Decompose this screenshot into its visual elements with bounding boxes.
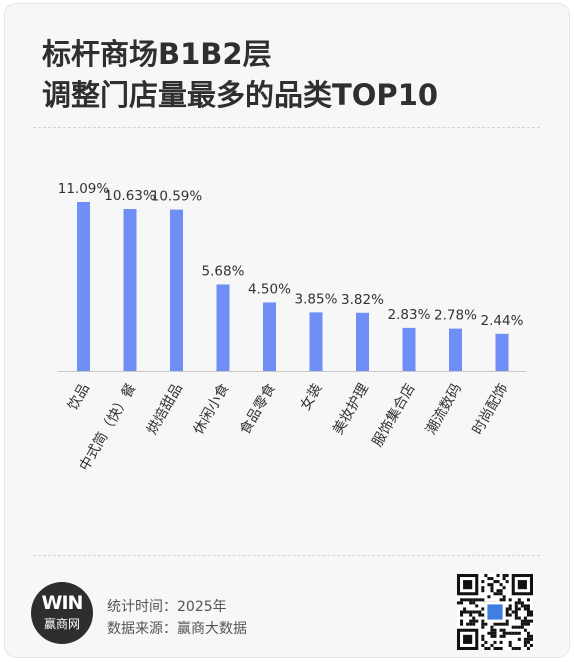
- chart-card: 标杆商场B1B2层 调整门店量最多的品类TOP10: [4, 3, 570, 658]
- bottom-divider: [33, 555, 540, 556]
- bar: [495, 333, 509, 371]
- category-label: 美妆护理: [330, 381, 372, 437]
- category-label: 烘焙甜品: [144, 381, 186, 437]
- bar: [170, 209, 183, 371]
- bar: [449, 328, 462, 371]
- category-label: 休闲小食: [190, 381, 233, 438]
- qr-code-icon: [457, 574, 533, 650]
- top-divider: [33, 127, 540, 128]
- bar: [402, 327, 416, 371]
- winshang-logo: WIN 赢商网: [31, 582, 93, 644]
- data-label: 2.83%: [388, 307, 431, 323]
- footer-info: 统计时间：2025年 数据来源：赢商大数据: [107, 596, 247, 640]
- category-label: 女装: [297, 381, 326, 414]
- bar-chart: 11.09%饮品10.63%中式简（快）餐10.59%烘焙甜品5.68%休闲小食…: [58, 181, 526, 474]
- bar: [263, 302, 276, 371]
- data-source: 数据来源：赢商大数据: [107, 621, 247, 637]
- data-label: 3.82%: [341, 292, 384, 308]
- category-label: 时尚配饰: [470, 381, 512, 437]
- stat-time: 统计时间：2025年: [107, 599, 227, 615]
- data-label: 11.09%: [58, 181, 110, 197]
- data-label: 10.59%: [151, 189, 203, 205]
- data-label: 3.85%: [295, 291, 338, 307]
- data-label: 10.63%: [104, 188, 156, 204]
- data-label: 4.50%: [248, 281, 291, 297]
- data-label: 2.78%: [434, 308, 477, 324]
- data-label: 2.44%: [481, 313, 524, 329]
- category-label: 服饰集合店: [369, 381, 419, 450]
- title-line-2: 调整门店量最多的品类TOP10: [42, 78, 439, 112]
- bar: [309, 312, 323, 371]
- chart-title: 标杆商场B1B2层 调整门店量最多的品类TOP10: [42, 34, 438, 116]
- data-label: 5.68%: [202, 263, 245, 279]
- logo-name: 赢商网: [43, 617, 80, 631]
- category-label: 饮品: [65, 381, 93, 413]
- bar: [77, 202, 90, 371]
- bar: [216, 284, 230, 371]
- bar: [123, 209, 137, 371]
- logo-mark: WIN: [41, 592, 84, 614]
- category-label: 潮流数码: [423, 381, 465, 437]
- title-line-1: 标杆商场B1B2层: [42, 37, 272, 71]
- category-label: 食品零食: [236, 381, 279, 438]
- bar: [356, 312, 369, 371]
